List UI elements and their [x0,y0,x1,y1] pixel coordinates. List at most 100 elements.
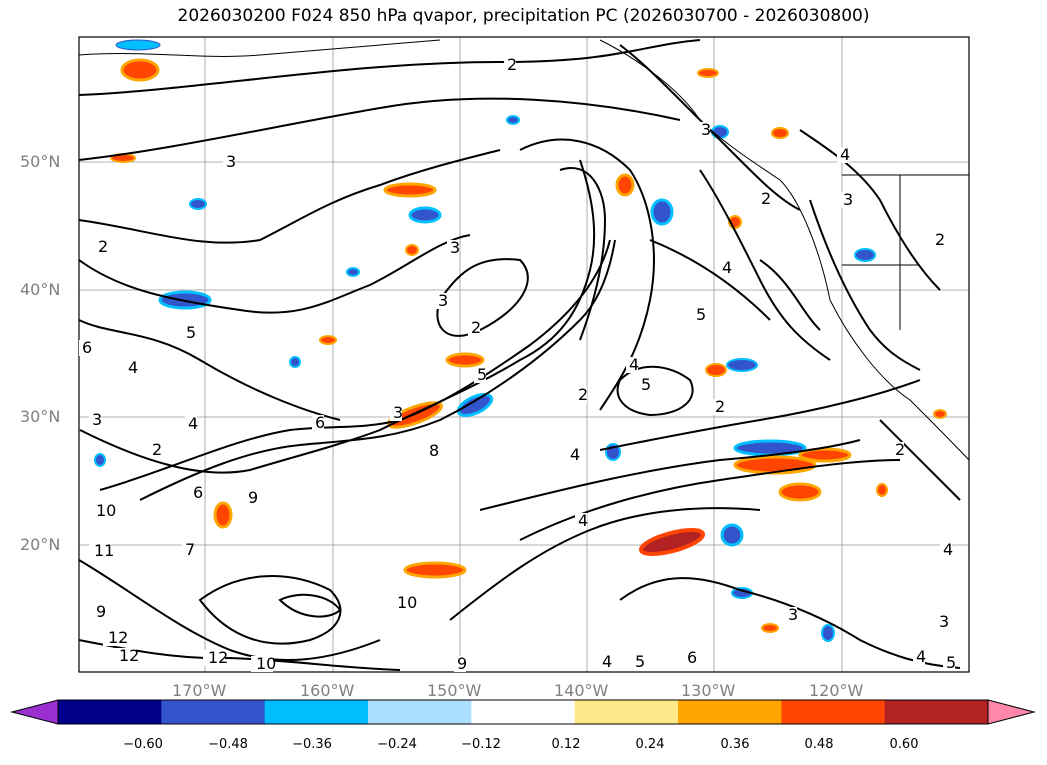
contour-label-bg [626,357,638,373]
contour-label: 3 [450,238,460,257]
contour-label-bg [125,360,137,376]
contour-label-bg [474,367,486,383]
contour-label-bg [575,513,587,529]
contour-label-bg [599,654,611,670]
contour-label-bg [183,325,195,341]
contour-label: 6 [82,338,92,357]
contour-label-bg [504,57,516,73]
lon-label-130w: 130°W [681,681,736,700]
colorbar-tick: −0.12 [461,737,501,752]
contour-label-bg [758,191,770,207]
contour-label: 4 [570,445,580,464]
contour-label-bg [95,239,107,255]
contour-label-bg [632,654,644,670]
lat-label-20n: 20°N [20,535,61,554]
contour-label: 4 [629,355,639,374]
contour-label-bg [93,604,105,620]
contour-label: 2 [507,55,517,74]
contour-label-bg [913,649,925,665]
contour-label-bg [185,416,197,432]
contour-label: 3 [939,612,949,631]
contour-label: 4 [188,414,198,433]
contour-label: 3 [701,120,711,139]
contour-label-bg [698,122,710,138]
contour-label-bg [114,648,136,664]
colorbar-tick: −0.60 [123,737,163,752]
contour-label: 4 [722,258,732,277]
colorbar-segment [884,700,989,724]
colorbar-tick: −0.24 [377,737,417,752]
contour-label: 10 [397,593,417,612]
contour-label-bg [103,630,125,646]
contour-label-bg [719,260,731,276]
contour-label: 5 [186,323,196,342]
contour-label: 2 [98,237,108,256]
colorbar-outline [57,699,989,725]
contour-label: 12 [108,628,128,647]
contour-label: 3 [226,152,236,171]
contour-label: 5 [635,652,645,671]
contour-label-bg [79,340,91,356]
colorbar-segment [471,700,576,724]
lon-label-170w: 170°W [172,681,227,700]
colorbar-tick: 0.24 [635,737,665,752]
contour-label: 6 [315,413,325,432]
contour-label: 4 [943,540,953,559]
contour-label-bg [575,387,587,403]
contour-label-bg [447,240,459,256]
contour-label: 6 [687,648,697,667]
colorbar-tick: 0.48 [804,737,834,752]
contour-label: 4 [602,652,612,671]
lon-label-120w: 120°W [809,681,864,700]
contour-label: 2 [895,440,905,459]
colorbar-tick: −0.48 [208,737,248,752]
lat-label-30n: 30°N [20,407,61,426]
contour-label: 2 [761,189,771,208]
contour-label-bg [693,307,705,323]
colorbar-segment [678,700,782,724]
contour-label: 10 [96,501,116,520]
contour-label: 9 [457,654,467,673]
contour-label: 7 [185,540,195,559]
contour-label-bg [638,377,650,393]
contour-label: 5 [696,305,706,324]
contour-label: 11 [94,541,114,560]
colorbar-segments [58,700,989,724]
contour-label: 3 [843,190,853,209]
contour-label-bg [932,232,944,248]
contour-label: 10 [256,654,276,673]
contour-label-bg [203,650,225,666]
contour-label-bg [390,405,402,421]
contour-label-bg [785,607,797,623]
contour-label: 6 [193,483,203,502]
contour-label-bg [89,543,111,559]
contour-label: 4 [840,145,850,164]
contour-label: 2 [471,318,481,337]
contour-label-bg [454,656,466,672]
contour-label-bg [149,442,161,458]
contour-label-bg [223,154,235,170]
colorbar-segment [58,700,162,724]
contour-label: 3 [438,291,448,310]
contour-label-bg [892,442,904,458]
lon-label-150w: 150°W [427,681,482,700]
contour-label: 3 [92,410,102,429]
lat-label-50n: 50°N [20,152,61,171]
contour-label-bg [468,320,480,336]
contour-label-bg [840,192,852,208]
lon-label-140w: 140°W [554,681,609,700]
colorbar-extend-left [10,699,59,725]
contour-label-bg [182,542,194,558]
contour-label-bg [940,542,952,558]
contour-label: 9 [248,488,258,507]
colorbar-tick: 0.36 [720,737,750,752]
colorbar-tick: 0.12 [551,737,581,752]
contour-label: 5 [946,653,956,672]
contour-label-bg [245,490,257,506]
colorbar-extend-right [987,699,1036,725]
contour-label: 4 [916,647,926,666]
contour-label: 12 [208,648,228,667]
colorbar [10,699,1036,725]
contour-label-bg [567,447,579,463]
